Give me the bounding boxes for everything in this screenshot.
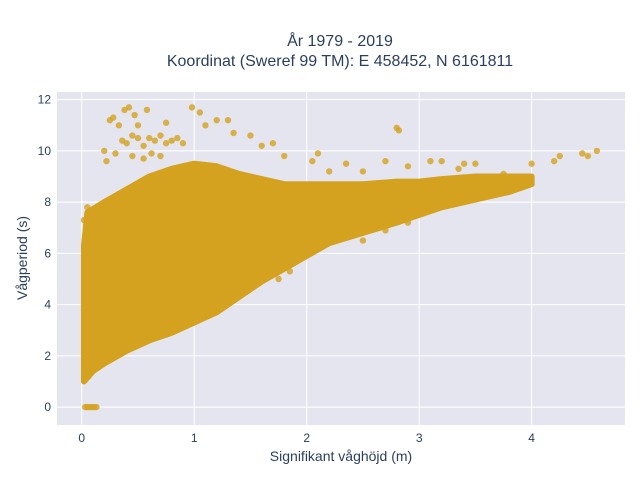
scatter-point: [550, 157, 558, 165]
x-axis-title: Signifikant våghöjd (m): [270, 448, 412, 464]
y-tick-label: 4: [44, 298, 51, 312]
scatter-point: [83, 362, 90, 370]
scatter-point: [101, 147, 108, 155]
scatter-point: [382, 157, 389, 165]
scatter-point: [93, 403, 100, 411]
scatter-point: [140, 142, 147, 149]
x-tick-label: 2: [303, 431, 310, 445]
y-axis-title: Vågperiod (s): [14, 216, 30, 300]
scatter-point: [143, 106, 151, 114]
y-tick-label: 2: [44, 349, 51, 363]
scatter-point: [230, 129, 237, 137]
scatter-point: [134, 134, 142, 142]
x-tick-label: 1: [191, 431, 198, 445]
scatter-point: [309, 157, 316, 165]
chart-title: År 1979 - 2019: [287, 31, 393, 50]
scatter-point: [125, 104, 133, 111]
scatter-point: [157, 132, 164, 139]
scatter-point: [148, 150, 155, 157]
y-tick-label: 6: [44, 246, 51, 260]
scatter-point: [314, 150, 322, 157]
y-tick-label: 8: [44, 195, 51, 209]
scatter-point: [188, 104, 196, 111]
scatter-point: [162, 140, 170, 147]
scatter-point: [115, 122, 123, 129]
scatter-point: [179, 140, 187, 147]
scatter-point: [483, 173, 490, 180]
scatter-point: [110, 114, 117, 121]
scatter-point: [131, 111, 138, 119]
scatter-point: [325, 168, 333, 175]
x-tick-label: 3: [416, 431, 423, 445]
scatter-point: [85, 373, 92, 380]
scatter-point: [286, 268, 294, 275]
scatter-point: [84, 204, 91, 211]
scatter-point: [584, 152, 592, 160]
scatter-point: [162, 119, 170, 126]
scatter-point: [213, 116, 220, 124]
scatter-point: [129, 152, 136, 160]
scatter-point: [134, 122, 142, 129]
scatter-point: [395, 127, 403, 134]
y-tick-label: 12: [38, 93, 52, 107]
scatter-point: [500, 170, 507, 178]
y-tick-label: 0: [44, 400, 51, 414]
scatter-point: [427, 157, 434, 165]
scatter-point: [275, 275, 282, 283]
points-layer: [80, 104, 601, 411]
y-tick-label: 10: [38, 144, 52, 158]
x-tick-label: 4: [528, 431, 535, 445]
scatter-point: [258, 142, 265, 149]
scatter-point: [123, 140, 130, 147]
scatter-point: [140, 155, 147, 162]
density-layer: [80, 160, 535, 385]
scatter-point: [80, 216, 88, 224]
scatter-point: [269, 140, 277, 147]
scatter-point: [112, 150, 119, 157]
scatter-point: [359, 237, 367, 244]
dense-point-cloud: [80, 160, 535, 385]
scatter-point: [342, 160, 350, 167]
x-tick-label: 0: [78, 431, 85, 445]
scatter-point: [438, 157, 445, 165]
scatter-point: [151, 137, 159, 144]
scatter-point: [455, 165, 462, 173]
scatter-point: [174, 134, 181, 142]
scatter-point: [281, 152, 288, 160]
scatter-point: [556, 152, 563, 160]
scatter-point: [146, 134, 153, 142]
scatter-point: [382, 227, 389, 234]
scatter-point: [224, 116, 232, 124]
scatter-point: [168, 137, 175, 144]
scatter-point: [202, 122, 209, 129]
scatter-point: [579, 150, 586, 157]
scatter-point: [528, 160, 535, 167]
scatter-point: [129, 132, 136, 139]
scatter-point: [404, 219, 412, 226]
scatter-point: [460, 160, 468, 167]
scatter-point: [103, 157, 110, 165]
scatter-point: [247, 132, 254, 139]
scatter-point: [593, 147, 601, 155]
scatter-point: [157, 152, 164, 160]
scatter-point: [359, 168, 367, 175]
scatter-point: [472, 160, 479, 167]
scatter-point: [196, 109, 204, 116]
scatter-point: [404, 163, 412, 170]
chart-subtitle: Koordinat (Sweref 99 TM): E 458452, N 61…: [167, 53, 513, 70]
